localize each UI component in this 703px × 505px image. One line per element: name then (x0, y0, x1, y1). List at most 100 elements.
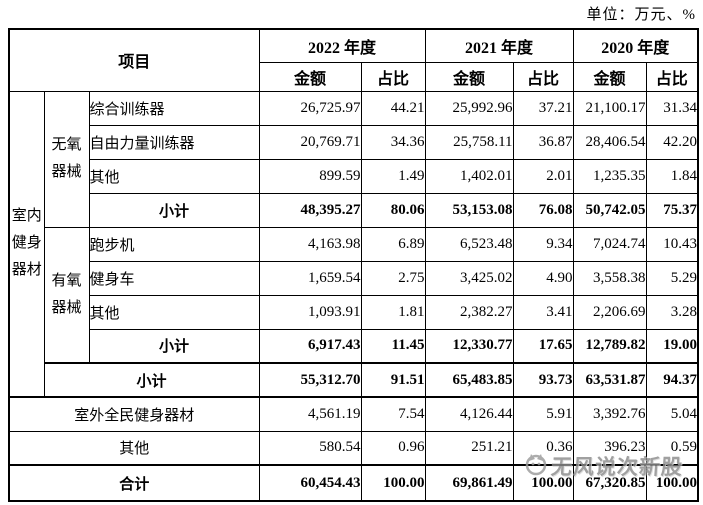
amount-cell: 55,312.70 (258, 362, 362, 398)
amount-cell: 6,523.48 (424, 226, 514, 262)
ratio-cell: 1.84 (645, 158, 699, 194)
item-label: 其他 (88, 158, 260, 194)
category-indoor-equipment: 室内健身器材 (8, 90, 45, 398)
item-label: 其他 (88, 294, 260, 330)
category-aerobic: 有氧器械 (43, 226, 90, 364)
revenue-breakdown-table: 项目 2022 年度 2021 年度 2020 年度 金额 占比 金额 占比 金… (8, 28, 700, 502)
amount-cell: 26,725.97 (258, 90, 362, 126)
amount-cell: 28,406.54 (572, 124, 647, 160)
subtotal-label: 小计 (88, 328, 260, 364)
header-amount-2022: 金额 (258, 61, 362, 92)
ratio-cell: 5.91 (512, 396, 574, 432)
ratio-cell: 0.59 (645, 430, 699, 466)
table-row-subtotal-aerobic: 小计 6,917.43 11.45 12,330.77 17.65 12,789… (9, 328, 699, 364)
table-row: 有氧器械 跑步机 4,163.98 6.89 6,523.48 9.34 7,0… (9, 226, 699, 364)
ratio-cell: 94.37 (645, 362, 699, 398)
header-item: 项目 (8, 28, 260, 92)
header-year-2021: 2021 年度 (424, 28, 574, 63)
subtotal-label: 小计 (43, 362, 260, 398)
unit-label: 单位：万元、% (586, 7, 696, 23)
table-row: 其他 899.59 1.49 1,402.01 2.01 1,235.35 1.… (9, 158, 699, 194)
amount-cell: 63,531.87 (572, 362, 647, 398)
amount-cell: 25,758.11 (424, 124, 514, 160)
ratio-cell: 44.21 (360, 90, 426, 126)
ratio-cell: 17.65 (512, 328, 574, 364)
amount-cell: 50,742.05 (572, 192, 647, 228)
amount-cell: 1,402.01 (424, 158, 514, 194)
ratio-cell: 42.20 (645, 124, 699, 160)
header-row-measures: 金额 占比 金额 占比 金额 占比 (9, 61, 699, 92)
amount-cell: 69,861.49 (424, 464, 514, 502)
table-row-total: 合计 60,454.43 100.00 69,861.49 100.00 67,… (8, 464, 699, 502)
amount-cell: 60,454.43 (258, 464, 362, 502)
amount-cell: 6,917.43 (258, 328, 362, 364)
ratio-cell: 6.89 (360, 226, 426, 262)
amount-cell: 12,789.82 (572, 328, 647, 364)
amount-cell: 20,769.71 (258, 124, 362, 160)
amount-cell: 3,392.76 (572, 396, 647, 432)
ratio-cell: 1.49 (360, 158, 426, 194)
ratio-cell: 34.36 (360, 124, 426, 160)
ratio-cell: 3.28 (645, 294, 699, 330)
table-row: 自由力量训练器 20,769.71 34.36 25,758.11 36.87 … (9, 124, 699, 160)
table-row: 室内健身器材 无氧器械 综合训练器 26,725.97 44.21 25,992… (8, 90, 699, 398)
amount-cell: 3,425.02 (424, 260, 514, 296)
amount-cell: 580.54 (258, 430, 362, 466)
ratio-cell: 100.00 (645, 464, 699, 502)
amount-cell: 25,992.96 (424, 90, 514, 126)
table-row: 健身车 1,659.54 2.75 3,425.02 4.90 3,558.38… (9, 260, 699, 296)
item-label: 健身车 (88, 260, 260, 296)
amount-cell: 4,561.19 (258, 396, 362, 432)
ratio-cell: 19.00 (645, 328, 699, 364)
header-year-2020: 2020 年度 (572, 28, 699, 63)
header-year-2022: 2022 年度 (258, 28, 426, 63)
ratio-cell: 5.29 (645, 260, 699, 296)
header-amount-2021: 金额 (424, 61, 514, 92)
amount-cell: 251.21 (424, 430, 514, 466)
amount-cell: 1,093.91 (258, 294, 362, 330)
ratio-cell: 36.87 (512, 124, 574, 160)
amount-cell: 1,659.54 (258, 260, 362, 296)
header-ratio-2022: 占比 (360, 61, 426, 92)
item-label: 其他 (8, 430, 260, 466)
item-label: 自由力量训练器 (88, 124, 260, 160)
ratio-cell: 5.04 (645, 396, 699, 432)
ratio-cell: 2.01 (512, 158, 574, 194)
item-label: 跑步机 (88, 226, 260, 262)
amount-cell: 53,153.08 (424, 192, 514, 228)
amount-cell: 2,206.69 (572, 294, 647, 330)
amount-cell: 899.59 (258, 158, 362, 194)
ratio-cell: 75.37 (645, 192, 699, 228)
ratio-cell: 76.08 (512, 192, 574, 228)
amount-cell: 1,235.35 (572, 158, 647, 194)
amount-cell: 67,320.85 (572, 464, 647, 502)
amount-cell: 4,163.98 (258, 226, 362, 262)
header-ratio-2021: 占比 (512, 61, 574, 92)
amount-cell: 65,483.85 (424, 362, 514, 398)
ratio-cell: 2.75 (360, 260, 426, 296)
ratio-cell: 37.21 (512, 90, 574, 126)
amount-cell: 12,330.77 (424, 328, 514, 364)
table-row-other: 其他 580.54 0.96 251.21 0.36 396.23 0.59 (8, 430, 699, 466)
amount-cell: 3,558.38 (572, 260, 647, 296)
header-row-years: 项目 2022 年度 2021 年度 2020 年度 (8, 28, 699, 92)
ratio-cell: 100.00 (512, 464, 574, 502)
amount-cell: 48,395.27 (258, 192, 362, 228)
ratio-cell: 3.41 (512, 294, 574, 330)
ratio-cell: 93.73 (512, 362, 574, 398)
table-row-subtotal-indoor: 小计 55,312.70 91.51 65,483.85 93.73 63,53… (9, 362, 699, 398)
amount-cell: 396.23 (572, 430, 647, 466)
subtotal-label: 小计 (88, 192, 260, 228)
ratio-cell: 0.36 (512, 430, 574, 466)
ratio-cell: 91.51 (360, 362, 426, 398)
ratio-cell: 31.34 (645, 90, 699, 126)
ratio-cell: 9.34 (512, 226, 574, 262)
amount-cell: 7,024.74 (572, 226, 647, 262)
header-amount-2020: 金额 (572, 61, 647, 92)
table-row: 其他 1,093.91 1.81 2,382.27 3.41 2,206.69 … (9, 294, 699, 330)
ratio-cell: 80.06 (360, 192, 426, 228)
item-label: 室外全民健身器材 (8, 396, 260, 432)
table-row-outdoor: 室外全民健身器材 4,561.19 7.54 4,126.44 5.91 3,3… (8, 396, 699, 432)
ratio-cell: 10.43 (645, 226, 699, 262)
item-label: 综合训练器 (88, 90, 260, 126)
